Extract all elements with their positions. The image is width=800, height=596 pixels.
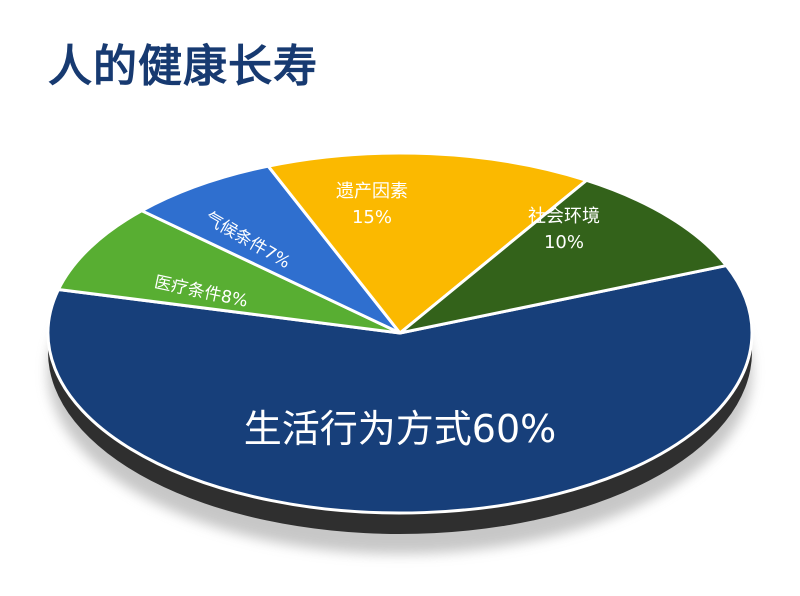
pie-slices — [46, 151, 754, 515]
slice-label-genetic-value: 15% — [352, 207, 392, 228]
chart-title: 人的健康长寿 — [48, 41, 318, 92]
slice-genetic — [266, 151, 589, 335]
slice-lifestyle — [46, 264, 754, 515]
slice-label-social-value: 10% — [544, 232, 584, 253]
slice-label-genetic-name: 遗产因素 — [336, 181, 408, 202]
slice-social — [398, 178, 728, 335]
slice-label-social-name: 社会环境 — [528, 206, 600, 227]
slice-climate — [140, 164, 402, 335]
slice-label-lifestyle: 生活行为方式60% — [244, 407, 556, 451]
slice-medical — [56, 209, 402, 335]
